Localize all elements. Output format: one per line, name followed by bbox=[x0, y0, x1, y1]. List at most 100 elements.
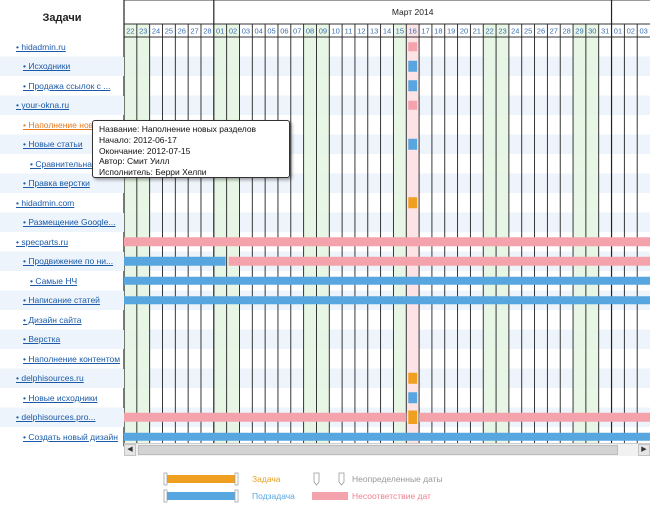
legend-undefined-dates-swatch bbox=[313, 472, 345, 486]
scroll-thumb[interactable] bbox=[138, 445, 618, 455]
day-label: 26 bbox=[178, 27, 186, 36]
day-label: 16 bbox=[409, 27, 417, 36]
task-row[interactable]: • delphisources.pro... bbox=[0, 407, 124, 427]
day-label: 27 bbox=[190, 27, 198, 36]
day-label: 24 bbox=[152, 27, 160, 36]
task-bar bbox=[419, 412, 650, 422]
day-label: 31 bbox=[601, 27, 609, 36]
day-label: 01 bbox=[614, 27, 622, 36]
month-label: Март 2014 bbox=[392, 7, 434, 17]
task-link[interactable]: • specparts.ru bbox=[16, 236, 69, 247]
day-label: 02 bbox=[229, 27, 237, 36]
task-link[interactable]: • Сравнительная bbox=[30, 158, 97, 169]
task-row[interactable]: • specparts.ru bbox=[0, 232, 124, 252]
day-label: 10 bbox=[332, 27, 340, 36]
task-link[interactable]: • hidadmin.com bbox=[16, 197, 75, 208]
task-link[interactable]: • Новые исходники bbox=[23, 392, 98, 403]
task-bar bbox=[124, 296, 650, 305]
task-row[interactable]: • Самые НЧ bbox=[0, 271, 124, 291]
day-label: 25 bbox=[165, 27, 173, 36]
day-label: 13 bbox=[370, 27, 378, 36]
tooltip-name: Название: Наполнение новых разделов bbox=[99, 124, 257, 134]
task-link[interactable]: • Создать новый дизайн bbox=[23, 431, 118, 442]
task-row[interactable]: • Исходники bbox=[0, 56, 124, 76]
weekend-column bbox=[496, 24, 509, 447]
day-label: 06 bbox=[280, 27, 288, 36]
task-row[interactable]: • Написание статей bbox=[0, 290, 124, 310]
task-link[interactable]: • delphisources.ru bbox=[16, 373, 84, 384]
task-link[interactable]: • Верстка bbox=[23, 334, 61, 345]
task-link[interactable]: • Наполнение новых разделов bbox=[23, 119, 124, 130]
task-row[interactable]: • Продажа ссылок с ... bbox=[0, 76, 124, 96]
task-tooltip: Название: Наполнение новых разделов Нача… bbox=[92, 120, 290, 178]
day-label: 27 bbox=[550, 27, 558, 36]
weekend-column bbox=[226, 24, 240, 447]
marker-bar bbox=[408, 100, 418, 110]
marker-bar bbox=[408, 410, 418, 424]
legend-task-swatch bbox=[163, 472, 239, 486]
marker-bar bbox=[408, 197, 418, 209]
day-label: 26 bbox=[537, 27, 545, 36]
task-bar bbox=[124, 276, 650, 285]
day-label: 12 bbox=[357, 27, 365, 36]
marker-bar bbox=[408, 138, 418, 150]
task-link[interactable]: • Исходники bbox=[23, 61, 71, 72]
task-link[interactable]: • your-okna.ru bbox=[16, 100, 70, 111]
weekend-column bbox=[316, 24, 330, 447]
weekend-column bbox=[124, 24, 137, 447]
weekend-column bbox=[213, 24, 227, 447]
day-label: 05 bbox=[267, 27, 275, 36]
day-label: 01 bbox=[216, 27, 224, 36]
day-label: 25 bbox=[524, 27, 532, 36]
task-link[interactable]: • Правка верстки bbox=[23, 178, 90, 189]
task-link[interactable]: • hidadmin.ru bbox=[16, 41, 66, 52]
task-link[interactable]: • Самые НЧ bbox=[30, 275, 78, 286]
day-label: 21 bbox=[473, 27, 481, 36]
day-label: 23 bbox=[498, 27, 506, 36]
marker-bar bbox=[408, 392, 418, 404]
today-column bbox=[406, 24, 420, 447]
scroll-right-button[interactable]: ▶ bbox=[638, 444, 650, 456]
task-row[interactable]: • Новые исходники bbox=[0, 388, 124, 408]
task-bar bbox=[124, 256, 226, 266]
weekend-column bbox=[393, 24, 407, 447]
task-row[interactable]: • Наполнение контентом bbox=[0, 349, 124, 369]
tooltip-author: Автор: Смит Уилл bbox=[99, 156, 170, 167]
task-row[interactable]: • Продвижение по ни... bbox=[0, 251, 124, 271]
task-row[interactable]: • hidadmin.ru bbox=[0, 37, 124, 57]
task-link[interactable]: • Новые статьи bbox=[23, 139, 83, 150]
day-label: 09 bbox=[319, 27, 327, 36]
day-label: 07 bbox=[293, 27, 301, 36]
day-label: 18 bbox=[434, 27, 442, 36]
task-row[interactable]: • hidadmin.com bbox=[0, 193, 124, 213]
task-row[interactable]: • Дизайн сайта bbox=[0, 310, 124, 330]
task-link[interactable]: • Продажа ссылок с ... bbox=[23, 80, 111, 91]
horizontal-scrollbar[interactable]: ◀ ▶ bbox=[124, 443, 650, 456]
task-row[interactable]: • Правка верстки bbox=[0, 173, 124, 193]
tooltip-start: Начало: 2012-06-17 bbox=[99, 134, 177, 145]
legend-subtask-label: Подзадача bbox=[252, 491, 295, 501]
task-row[interactable]: • Наполнение новых разделов bbox=[0, 115, 124, 135]
task-link[interactable]: • Дизайн сайта bbox=[23, 314, 82, 325]
task-row[interactable]: • Верстка bbox=[0, 329, 124, 349]
marker-bar bbox=[408, 80, 418, 92]
scroll-left-button[interactable]: ◀ bbox=[124, 444, 136, 456]
task-link[interactable]: • Продвижение по ни... bbox=[23, 256, 114, 267]
weekend-column bbox=[585, 24, 599, 447]
task-row[interactable]: • Размещение Google... bbox=[0, 212, 124, 232]
task-row[interactable]: • Сравнительная bbox=[0, 154, 124, 174]
task-link[interactable]: • Написание статей bbox=[23, 295, 100, 306]
day-label: 14 bbox=[383, 27, 391, 36]
legend-mismatch-swatch bbox=[312, 492, 348, 500]
task-row[interactable]: • delphisources.ru bbox=[0, 368, 124, 388]
day-label: 23 bbox=[139, 27, 147, 36]
day-label: 22 bbox=[126, 27, 134, 36]
task-link[interactable]: • Наполнение контентом bbox=[23, 353, 121, 364]
task-row[interactable]: • your-okna.ru bbox=[0, 95, 124, 115]
task-row[interactable]: • Создать новый дизайн bbox=[0, 427, 124, 447]
task-bar bbox=[228, 256, 650, 266]
task-link[interactable]: • delphisources.pro... bbox=[16, 412, 96, 423]
day-label: 17 bbox=[421, 27, 429, 36]
task-link[interactable]: • Размещение Google... bbox=[23, 217, 116, 228]
weekend-column bbox=[573, 24, 586, 447]
